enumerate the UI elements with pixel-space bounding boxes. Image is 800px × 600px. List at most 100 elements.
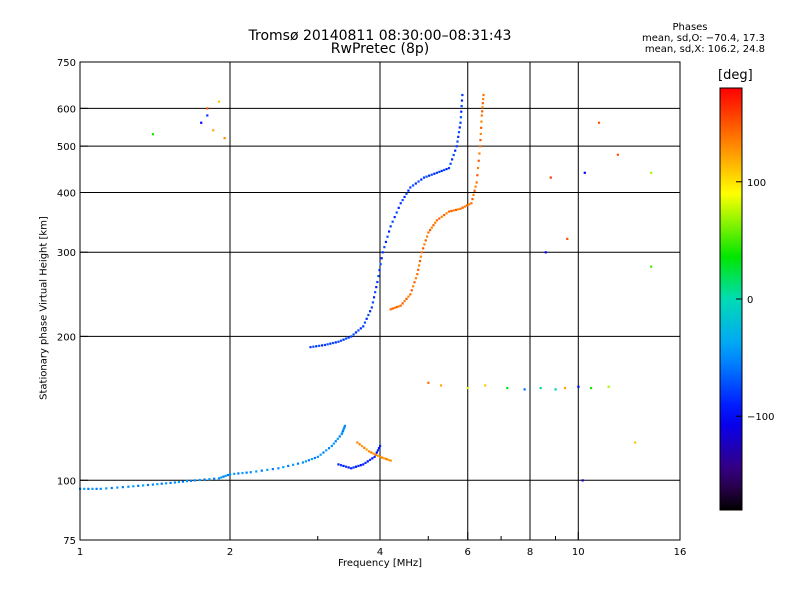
data-point <box>360 444 364 448</box>
data-point <box>480 120 483 123</box>
data-point <box>478 152 481 155</box>
colorbar-unit-label: [deg] <box>718 68 753 83</box>
data-point <box>322 451 325 454</box>
data-point <box>387 458 390 461</box>
data-point <box>403 195 406 199</box>
data-point <box>326 343 329 346</box>
data-point <box>634 441 637 444</box>
data-point <box>367 450 371 453</box>
data-point <box>479 139 482 142</box>
data-point <box>403 300 406 303</box>
data-point <box>377 447 381 450</box>
data-point <box>452 153 455 157</box>
data-point <box>319 453 322 456</box>
data-point <box>356 441 359 444</box>
chart-subtitle: RwPretec (8p) <box>330 41 430 57</box>
data-point <box>451 158 454 161</box>
x-tick-label: 4 <box>377 547 383 558</box>
data-point <box>397 206 400 209</box>
data-point <box>362 463 365 466</box>
data-point <box>554 388 557 391</box>
data-point <box>316 455 319 458</box>
data-point <box>409 186 412 189</box>
data-point <box>370 306 373 309</box>
data-point <box>185 480 189 483</box>
data-point <box>395 306 398 309</box>
data-point <box>233 472 236 475</box>
data-point <box>310 458 313 461</box>
y-tick-label: 400 <box>57 188 76 199</box>
data-point <box>457 135 460 138</box>
phases-heading: Phases <box>672 22 708 33</box>
data-point <box>345 465 348 468</box>
data-point <box>229 473 232 476</box>
data-point <box>379 263 382 266</box>
data-point <box>414 182 417 185</box>
colorbar-ticks: −100 0 100 <box>736 178 774 423</box>
data-point <box>325 449 328 452</box>
data-point <box>405 297 408 300</box>
data-point <box>189 479 193 482</box>
data-point <box>423 243 426 246</box>
data-point <box>474 185 477 188</box>
data-point <box>419 255 422 258</box>
data-point <box>220 476 223 479</box>
data-point <box>200 121 203 124</box>
data-point <box>343 426 346 429</box>
data-point <box>99 487 102 490</box>
data-point <box>387 230 391 233</box>
phases-o-stats: mean, sd,O: −70.4, 17.3 <box>642 33 765 44</box>
data-point <box>345 337 348 340</box>
data-point <box>352 466 355 469</box>
x-tick-label: 2 <box>227 547 233 558</box>
data-point <box>342 338 345 341</box>
data-point <box>457 208 460 211</box>
data-point <box>461 93 464 97</box>
data-point <box>364 461 367 464</box>
data-point <box>449 162 452 165</box>
data-point <box>142 484 145 487</box>
data-point <box>146 483 150 487</box>
data-point <box>420 251 423 254</box>
data-point <box>386 235 389 238</box>
data-point <box>454 208 458 212</box>
data-point <box>484 384 487 387</box>
data-point <box>413 281 416 284</box>
data-point <box>169 481 172 484</box>
data-point <box>292 463 295 466</box>
data-point <box>352 333 355 336</box>
data-point <box>460 110 463 113</box>
data-point <box>365 448 368 451</box>
data-point <box>371 457 374 460</box>
data-point <box>313 456 316 460</box>
data-point <box>371 301 375 304</box>
data-point <box>347 336 350 339</box>
data-point <box>401 302 404 305</box>
data-point <box>151 483 155 486</box>
data-point <box>425 235 429 238</box>
data-point <box>650 265 653 268</box>
data-point <box>379 444 382 448</box>
x-tick-label: 10 <box>572 547 585 558</box>
data-point <box>249 471 252 474</box>
y-axis-label: Stationary phase Virtual Height [km] <box>38 216 50 400</box>
data-point <box>539 386 542 390</box>
data-point <box>607 385 610 388</box>
data-point <box>411 184 415 187</box>
data-point <box>391 307 394 310</box>
data-point <box>417 180 420 183</box>
data-points <box>79 93 653 490</box>
data-point <box>347 466 350 469</box>
data-point <box>427 231 430 234</box>
data-point <box>443 213 446 217</box>
data-point <box>438 217 441 220</box>
data-point <box>583 171 586 174</box>
data-point <box>241 471 244 475</box>
y-tick-label: 500 <box>57 142 76 153</box>
data-point <box>173 481 177 484</box>
data-point <box>434 221 437 224</box>
data-point <box>379 455 382 458</box>
data-point <box>363 321 367 324</box>
data-point <box>430 226 433 229</box>
data-point <box>422 176 426 179</box>
